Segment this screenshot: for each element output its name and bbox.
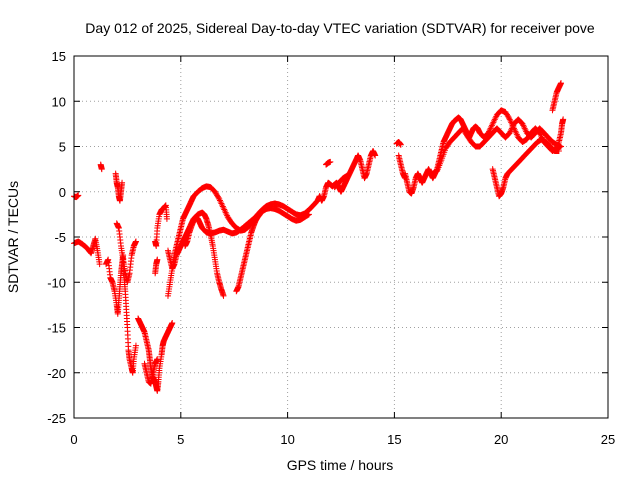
x-tick-label-20: 20 [494, 432, 508, 447]
data-point [119, 179, 126, 186]
data-point [256, 211, 263, 218]
axis-ticks [73, 55, 609, 419]
data-point [98, 166, 105, 173]
data-point [327, 158, 334, 165]
grid [74, 56, 608, 418]
y-tick-label-10: 10 [52, 94, 66, 109]
x-axis-label: GPS time / hours [287, 457, 394, 473]
y-tick-label-minus-25: -25 [47, 411, 66, 426]
chart-title: Day 012 of 2025, Sidereal Day-to-day VTE… [85, 20, 595, 36]
data-point [215, 194, 222, 201]
data-point [220, 292, 227, 299]
data-point [506, 115, 513, 122]
data-point [163, 215, 170, 222]
x-tick-label-10: 10 [280, 432, 294, 447]
data-point [344, 172, 351, 179]
data-point [372, 152, 379, 159]
y-tick-label-5: 5 [59, 140, 66, 155]
y-tick-label-0: 0 [59, 185, 66, 200]
y-tick-label-minus-10: -10 [47, 275, 66, 290]
data-point [558, 143, 565, 150]
data-points [71, 80, 567, 394]
y-tick-label-minus-15: -15 [47, 321, 66, 336]
y-axis-label: SDTVAR / TECUs [5, 181, 21, 293]
data-point [154, 356, 161, 363]
data-point [132, 238, 139, 245]
y-tick-label-minus-5: -5 [54, 230, 66, 245]
data-point [558, 80, 565, 87]
data-point [397, 141, 404, 148]
data-point [96, 261, 103, 268]
data-point [132, 342, 139, 349]
x-tick-label-5: 5 [177, 432, 184, 447]
data-point [169, 319, 176, 326]
x-tick-label-25: 25 [601, 432, 615, 447]
y-tick-label-15: 15 [52, 49, 66, 64]
data-point [154, 256, 161, 263]
x-tick-label-15: 15 [387, 432, 401, 447]
data-point [560, 116, 567, 123]
data-point [305, 211, 312, 218]
y-tick-label-minus-20: -20 [47, 366, 66, 381]
data-point [75, 192, 82, 199]
x-tick-label-0: 0 [70, 432, 77, 447]
data-point [555, 148, 562, 155]
